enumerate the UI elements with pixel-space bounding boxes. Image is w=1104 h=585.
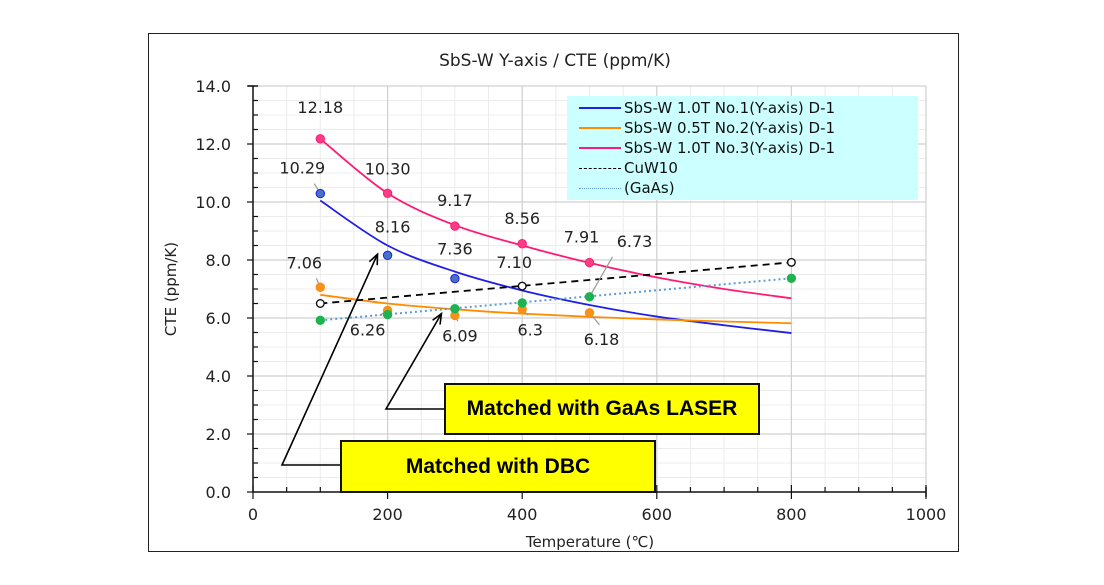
x-tick-label: 400 (507, 505, 538, 524)
y-tick-label: 12.0 (195, 135, 231, 154)
legend-label: CuW10 (624, 159, 678, 177)
data-point-series-5 (584, 292, 595, 302)
data-label: 6.18 (584, 330, 620, 349)
x-tick-label: 1000 (906, 505, 947, 524)
data-label: 7.91 (564, 228, 600, 247)
y-tick-label: 6.0 (206, 309, 231, 328)
data-label: 8.16 (375, 217, 411, 236)
data-label: 7.36 (437, 240, 473, 259)
legend-label: SbS-W 1.0T No.3(Y-axis) D-1 (624, 139, 836, 157)
data-point-cuw10 (315, 299, 325, 309)
x-tick-label: 200 (372, 505, 403, 524)
data-label: 7.06 (286, 253, 322, 272)
data-label: 6.73 (617, 232, 653, 251)
data-label: 12.18 (297, 98, 343, 117)
legend-item: SbS-W 1.0T No.3(Y-axis) D-1 (579, 138, 918, 158)
callout-dbc: Matched with DBC (340, 440, 656, 493)
series-line-5 (320, 277, 792, 322)
y-axis-label: CTE (ppm/K) (162, 242, 180, 336)
x-tick-label: 800 (776, 505, 807, 524)
legend-swatch (579, 147, 621, 149)
y-tick-label: 0.0 (206, 483, 231, 502)
data-point-series-1 (382, 250, 393, 261)
data-label: 10.30 (365, 159, 411, 178)
legend-label: (GaAs) (624, 179, 675, 197)
series-line-1 (319, 199, 792, 334)
chart-title: SbS-W Y-axis / CTE (ppm/K) (439, 51, 671, 71)
data-label: 7.10 (496, 253, 532, 272)
data-point-series-3 (584, 257, 595, 268)
legend-item: (GaAs) (579, 178, 918, 198)
y-tick-label: 10.0 (195, 193, 231, 212)
x-tick-label: 0 (248, 505, 258, 524)
data-label: 9.17 (437, 191, 473, 210)
legend: SbS-W 1.0T No.1(Y-axis) D-1 SbS-W 0.5T No… (567, 96, 918, 200)
data-labels: 12.18 10.29 10.30 9.17 8.56 7.91 8.16 7.36 7.10 7… (279, 98, 652, 349)
x-axis-label: Temperature (℃) (525, 533, 654, 551)
series-markers (315, 134, 797, 326)
data-point-series-2 (315, 282, 325, 292)
x-tick-label: 600 (642, 505, 673, 524)
y-tick-label: 14.0 (195, 77, 231, 96)
data-point-series-1 (315, 188, 325, 199)
legend-label: SbS-W 1.0T No.1(Y-axis) D-1 (624, 99, 836, 117)
data-point-series-2 (584, 308, 595, 318)
data-point-cuw10 (786, 257, 796, 267)
data-label-leader (588, 256, 614, 298)
data-point-series-5 (517, 298, 527, 308)
legend-item: SbS-W 0.5T No.2(Y-axis) D-1 (579, 118, 918, 138)
annotation-arrow-1 (384, 313, 444, 410)
y-tick-label: 2.0 (206, 425, 231, 444)
data-point-series-3 (382, 188, 393, 199)
legend-swatch (579, 187, 621, 189)
legend-item: SbS-W 1.0T No.1(Y-axis) D-1 (579, 98, 918, 118)
data-label: 6.09 (442, 326, 478, 345)
callout-gaas-laser: Matched with GaAs LASER (444, 383, 760, 435)
arrowhead-icon (432, 311, 443, 325)
data-point-series-5 (382, 309, 393, 320)
data-point-series-3 (450, 221, 460, 231)
arrowhead-icon (368, 252, 379, 266)
axes: 0.0 2.0 4.0 6.0 8.0 10.0 12.0 14.0 0 200 400 600 800… (195, 77, 946, 524)
data-point-cuw10 (517, 281, 527, 291)
legend-item: CuW10 (579, 158, 918, 178)
data-point-series-5 (450, 304, 460, 314)
annotation-arrow-2 (280, 253, 379, 466)
series-line-4 (320, 261, 792, 305)
y-tick-label: 8.0 (206, 251, 231, 270)
data-point-series-5 (315, 315, 325, 326)
y-tick-label: 4.0 (206, 367, 231, 386)
annotation-arrows (280, 252, 444, 466)
data-label: 10.29 (279, 159, 325, 178)
data-point-series-1 (450, 273, 460, 284)
series-line-2 (320, 293, 792, 325)
data-label: 6.26 (350, 320, 386, 339)
data-point-series-3 (315, 134, 325, 144)
data-point-series-3 (517, 239, 527, 249)
legend-swatch (579, 107, 621, 109)
data-label: 6.3 (517, 320, 542, 339)
data-point-series-5 (786, 273, 797, 283)
legend-swatch (579, 127, 621, 129)
data-label: 8.56 (504, 209, 540, 228)
legend-label: SbS-W 0.5T No.2(Y-axis) D-1 (624, 119, 836, 137)
legend-swatch (579, 167, 621, 169)
